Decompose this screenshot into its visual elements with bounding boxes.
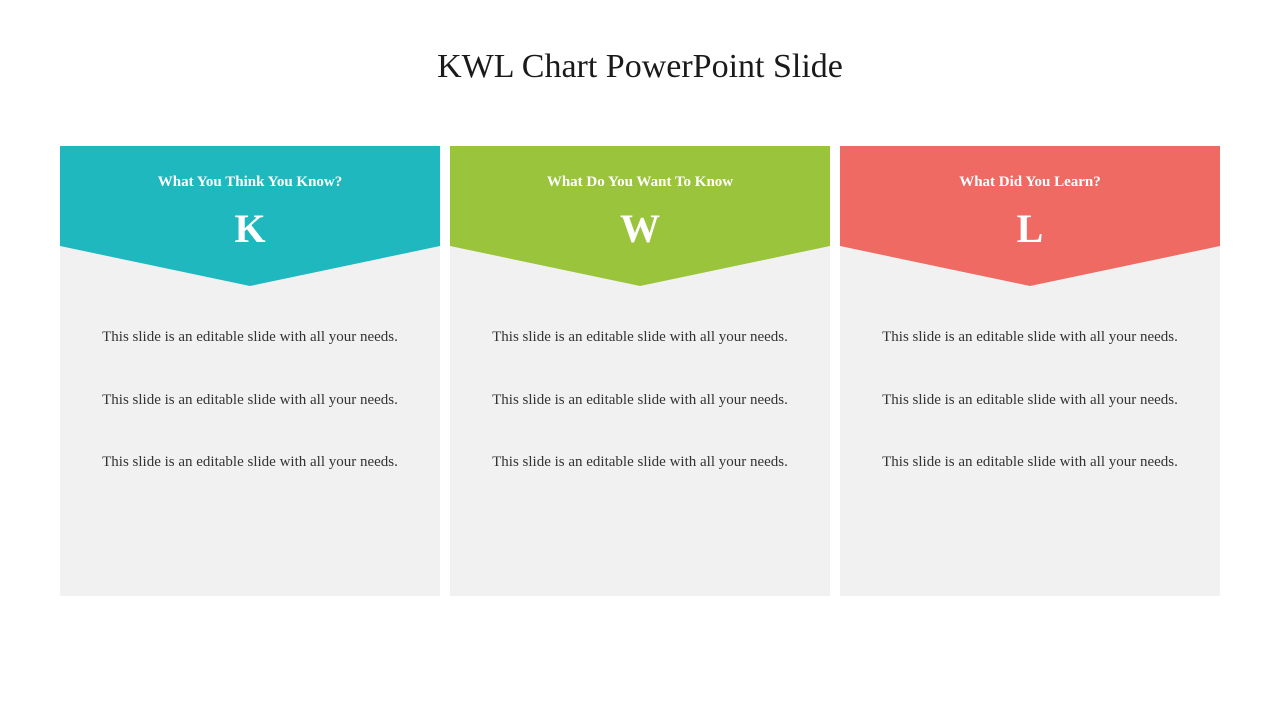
column-l-item: This slide is an editable slide with all…: [880, 451, 1180, 474]
column-w: What Do You Want To Know W This slide is…: [450, 146, 830, 596]
column-k-item: This slide is an editable slide with all…: [100, 451, 400, 474]
column-l-item: This slide is an editable slide with all…: [880, 389, 1180, 412]
column-k-body: This slide is an editable slide with all…: [60, 286, 440, 474]
kwl-columns: What You Think You Know? K This slide is…: [0, 146, 1280, 596]
column-w-item: This slide is an editable slide with all…: [490, 389, 790, 412]
column-k-question: What You Think You Know?: [60, 174, 440, 191]
column-l-item: This slide is an editable slide with all…: [880, 326, 1180, 349]
column-k-header: What You Think You Know? K: [60, 146, 440, 286]
column-w-item: This slide is an editable slide with all…: [490, 326, 790, 349]
column-k-item: This slide is an editable slide with all…: [100, 389, 400, 412]
column-l: What Did You Learn? L This slide is an e…: [840, 146, 1220, 596]
column-w-letter: W: [450, 205, 830, 252]
column-k: What You Think You Know? K This slide is…: [60, 146, 440, 596]
column-l-header: What Did You Learn? L: [840, 146, 1220, 286]
column-l-question: What Did You Learn?: [840, 174, 1220, 191]
column-w-header: What Do You Want To Know W: [450, 146, 830, 286]
column-w-question: What Do You Want To Know: [450, 174, 830, 191]
slide-title: KWL Chart PowerPoint Slide: [0, 0, 1280, 146]
column-k-item: This slide is an editable slide with all…: [100, 326, 400, 349]
column-w-item: This slide is an editable slide with all…: [490, 451, 790, 474]
column-k-letter: K: [60, 205, 440, 252]
column-w-body: This slide is an editable slide with all…: [450, 286, 830, 474]
column-l-letter: L: [840, 205, 1220, 252]
column-l-body: This slide is an editable slide with all…: [840, 286, 1220, 474]
